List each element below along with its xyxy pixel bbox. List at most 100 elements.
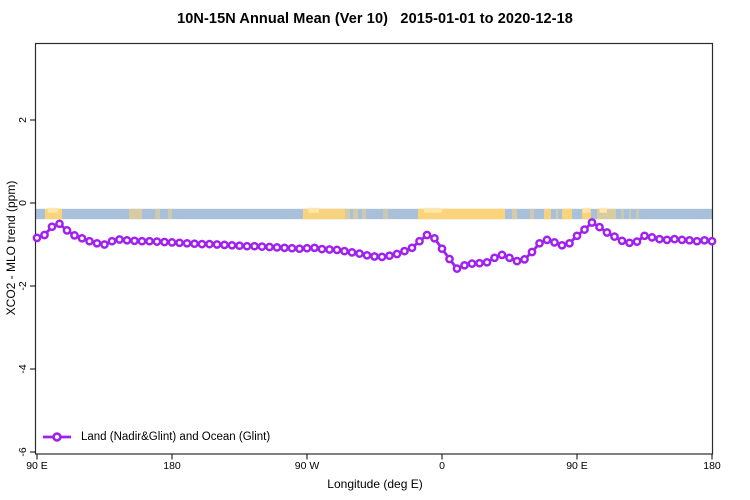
y-tick-label: -2 <box>17 281 29 291</box>
y-axis-label: XCO2 - MLO trend (ppm) <box>4 180 18 316</box>
data-point <box>175 238 184 248</box>
data-point <box>40 230 49 240</box>
data-point <box>242 241 252 251</box>
map-band-land-patch <box>562 208 573 220</box>
data-point <box>565 238 574 248</box>
data-point <box>707 236 717 246</box>
data-point <box>482 257 492 267</box>
map-band-land-patch <box>635 208 639 220</box>
map-band-land-patch <box>155 208 160 220</box>
legend: Land (Nadir&Glint) and Ocean (Glint) <box>42 429 270 445</box>
map-band-land-patch <box>556 208 559 220</box>
data-point <box>55 219 64 229</box>
map-band-land-patch <box>418 208 505 220</box>
data-line <box>36 221 713 270</box>
map-band-land-patch <box>544 208 552 220</box>
x-axis-label: Longitude (deg E) <box>327 477 423 491</box>
data-point <box>92 238 102 248</box>
data-point <box>130 236 139 246</box>
map-band-land-highlight <box>599 207 607 213</box>
x-tick-label: 180 <box>703 460 721 472</box>
data-point <box>362 250 372 260</box>
map-band-land-highlight <box>308 207 319 213</box>
map-band-land-patch <box>167 208 172 220</box>
data-point <box>197 239 207 249</box>
data-point <box>310 243 319 253</box>
data-point <box>235 241 244 251</box>
data-point <box>587 218 597 227</box>
data-point <box>520 255 529 264</box>
data-point <box>205 239 214 249</box>
map-band-land-patch <box>44 208 63 220</box>
data-point <box>122 235 132 245</box>
y-tick-label: -4 <box>17 364 29 374</box>
data-point <box>595 222 604 232</box>
y-tick-label: 0 <box>17 200 29 206</box>
map-band-land-patch <box>512 208 517 220</box>
map-band-land-patch <box>353 208 358 220</box>
data-point <box>512 256 522 266</box>
map-band-land-patch <box>596 208 616 220</box>
map-band-land-patch <box>620 208 624 220</box>
data-point <box>445 254 454 264</box>
data-point <box>370 252 379 261</box>
data-point <box>377 252 387 262</box>
map-band-land-patch <box>383 208 388 220</box>
map-band-ocean <box>36 208 712 220</box>
data-point <box>572 231 582 241</box>
data-point <box>317 244 327 254</box>
map-band-land-highlight <box>47 207 58 213</box>
data-point <box>340 246 349 256</box>
data-point <box>392 249 402 259</box>
data-point <box>647 233 657 242</box>
data-point <box>32 233 42 243</box>
map-band-land-patch <box>581 208 591 220</box>
map-band-land-patch <box>530 208 534 220</box>
data-point <box>47 222 57 232</box>
data-point <box>145 236 154 246</box>
data-point <box>677 235 687 245</box>
map-band-land-highlight <box>424 207 442 213</box>
data-point <box>580 225 589 234</box>
data-point <box>505 253 514 263</box>
data-point <box>325 245 334 254</box>
data-point <box>422 230 432 240</box>
data-point <box>610 232 619 241</box>
data-point <box>287 243 297 253</box>
data-point <box>400 246 409 256</box>
chart-title: 10N-15N Annual Mean (Ver 10) 2015-01-01 … <box>177 11 573 27</box>
data-point <box>542 235 552 245</box>
data-point <box>550 238 559 247</box>
data-point <box>437 244 447 254</box>
data-point <box>227 240 237 250</box>
data-point <box>692 236 702 246</box>
data-point <box>700 235 709 245</box>
legend-label: Land (Nadir&Glint) and Ocean (Glint) <box>81 431 271 443</box>
map-band-land-patch <box>344 208 351 220</box>
data-point <box>115 235 124 244</box>
y-tick-label: 2 <box>17 117 29 123</box>
data-point <box>497 250 507 260</box>
data-point <box>152 237 162 246</box>
data-point <box>670 234 679 244</box>
data-point <box>332 245 342 255</box>
data-point <box>535 238 544 248</box>
data-point <box>602 228 612 237</box>
x-tick-label: 0 <box>439 460 445 472</box>
data-point <box>625 238 634 248</box>
data-point <box>467 259 477 268</box>
plot-frame <box>34 42 714 455</box>
data-point <box>160 237 169 247</box>
data-point <box>407 243 417 253</box>
data-point <box>190 239 199 249</box>
map-band-land-patch <box>302 208 345 220</box>
data-point <box>460 260 469 270</box>
data-point <box>85 236 94 246</box>
data-point <box>167 238 177 247</box>
data-point <box>220 240 229 250</box>
x-tick-label: 90 W <box>294 460 320 472</box>
data-point <box>385 251 394 261</box>
data-point <box>640 231 649 241</box>
data-point <box>527 247 537 257</box>
